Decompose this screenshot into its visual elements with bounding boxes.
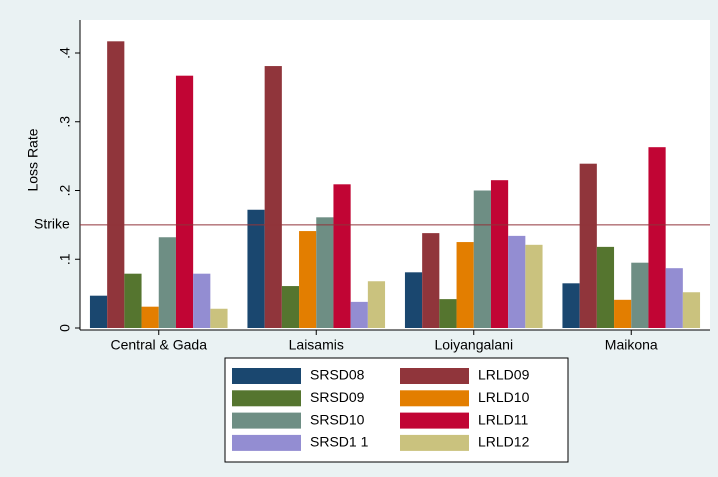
bar: [175, 75, 194, 328]
bar: [124, 273, 142, 328]
bar: [141, 306, 159, 328]
bar: [367, 281, 386, 328]
y-tick-label: .1: [57, 253, 73, 265]
legend-swatch: [232, 368, 301, 384]
legend-label: LRLD11: [478, 411, 529, 427]
bar: [422, 233, 440, 328]
bar: [490, 180, 509, 328]
bar: [264, 66, 282, 328]
legend-swatch: [232, 412, 301, 429]
bar: [404, 272, 423, 328]
bar: [439, 299, 457, 328]
bar: [631, 262, 649, 328]
bar: [316, 217, 334, 328]
bar: [247, 209, 265, 328]
y-axis-title: Loss Rate: [25, 128, 41, 191]
legend-label: SRSD08: [310, 367, 365, 383]
bar: [562, 283, 580, 328]
bar: [579, 163, 597, 328]
reference-line-label: Strike: [34, 216, 70, 232]
bar: [281, 286, 300, 328]
legend-swatch: [400, 412, 469, 429]
bar: [456, 242, 474, 328]
bar: [473, 190, 491, 328]
legend-swatch: [232, 390, 301, 407]
legend-label: LRLD09: [478, 367, 530, 383]
legend-swatch: [232, 434, 301, 451]
bar: [350, 301, 368, 328]
y-tick-label: .4: [57, 47, 73, 59]
legend-label: LRLD12: [478, 434, 530, 450]
legend-swatch: [400, 434, 469, 451]
legend-label: SRSD1 1: [310, 434, 369, 450]
bar: [508, 235, 526, 328]
legend-label: SRSD09: [310, 389, 365, 405]
bar: [682, 292, 701, 328]
y-tick-label: .2: [57, 184, 73, 196]
x-tick-label: Maikona: [605, 337, 658, 353]
bar: [525, 244, 543, 328]
legend-label: LRLD10: [478, 389, 530, 405]
y-tick-label: 0: [57, 324, 73, 332]
bar: [158, 237, 176, 328]
bar: [333, 184, 351, 328]
x-tick-label: Central & Gada: [111, 337, 208, 353]
bar: [193, 273, 211, 328]
bar: [299, 231, 317, 328]
bar: [614, 299, 632, 328]
legend-label: SRSD10: [310, 411, 365, 427]
x-tick-label: Laisamis: [289, 337, 344, 353]
y-tick-label: .3: [57, 116, 73, 128]
bar: [107, 41, 125, 328]
bar: [596, 246, 615, 328]
x-tick-label: Loiyangalani: [434, 337, 513, 353]
bar: [89, 295, 108, 328]
legend-swatch: [400, 390, 469, 407]
bar: [648, 147, 666, 328]
bar: [210, 308, 228, 328]
legend-swatch: [400, 368, 469, 384]
bar: [665, 268, 683, 328]
